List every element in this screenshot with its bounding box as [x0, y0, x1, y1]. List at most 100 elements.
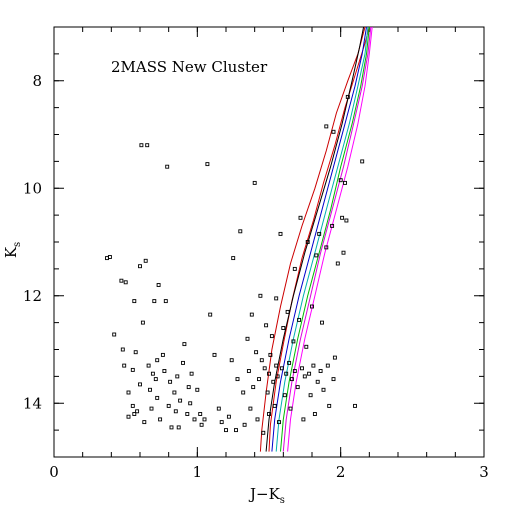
data-point	[142, 420, 147, 425]
data-point	[163, 299, 168, 304]
data-point	[153, 377, 158, 382]
data-point	[148, 387, 152, 392]
data-point	[242, 422, 247, 427]
data-point	[331, 129, 336, 134]
isochrone-line	[268, 27, 370, 452]
axis-ticks	[53, 26, 485, 458]
data-point	[234, 428, 238, 433]
data-point	[135, 409, 140, 414]
data-point	[126, 390, 131, 395]
data-point	[343, 180, 347, 185]
data-point	[265, 390, 270, 395]
isochrone-line	[271, 27, 367, 452]
data-point	[287, 360, 292, 365]
data-point	[360, 159, 365, 164]
data-point	[130, 367, 135, 372]
data-point	[320, 320, 324, 325]
x-tick-label: 3	[479, 463, 489, 481]
data-point	[254, 350, 259, 355]
data-point	[165, 164, 170, 169]
data-point	[310, 304, 314, 309]
data-point	[130, 403, 135, 408]
data-point	[123, 280, 128, 285]
y-tick-label: 14	[23, 394, 42, 412]
data-point	[238, 229, 243, 234]
data-point	[307, 371, 312, 376]
data-point	[156, 283, 161, 287]
data-point	[281, 326, 286, 330]
data-point	[331, 377, 336, 382]
data-point	[312, 412, 317, 416]
data-point	[175, 374, 180, 379]
data-point	[249, 312, 254, 317]
data-point	[301, 417, 306, 422]
data-point	[246, 369, 251, 373]
data-point	[274, 296, 279, 301]
x-tick-label: 2	[336, 463, 346, 481]
data-point	[275, 374, 280, 379]
data-point	[289, 377, 294, 382]
isochrone-line	[280, 27, 370, 452]
data-point	[120, 347, 125, 352]
data-point	[288, 406, 293, 411]
data-point	[189, 371, 194, 376]
data-point	[314, 253, 319, 258]
data-point	[205, 162, 210, 167]
data-point	[353, 403, 357, 408]
data-point	[119, 278, 124, 283]
star-points	[105, 94, 365, 435]
data-point	[198, 412, 203, 416]
data-point	[261, 430, 266, 435]
data-point	[278, 231, 283, 236]
data-point	[305, 240, 310, 244]
data-point	[133, 350, 138, 355]
data-point	[264, 323, 269, 328]
data-point	[145, 143, 150, 148]
data-point	[132, 412, 137, 416]
data-point	[235, 377, 240, 382]
data-point	[277, 420, 281, 425]
data-point	[344, 218, 349, 223]
y-tick-label: 10	[23, 179, 42, 197]
y-axis-label-subscript: s	[12, 242, 23, 247]
data-point	[272, 403, 277, 408]
data-point	[166, 403, 171, 408]
data-point	[160, 352, 165, 357]
data-point	[122, 363, 127, 368]
isochrone-line	[265, 27, 365, 452]
data-point	[292, 266, 297, 271]
y-tick-label: 8	[32, 72, 42, 90]
x-tick-label: 0	[49, 463, 59, 481]
data-point	[192, 417, 197, 422]
data-point	[188, 401, 193, 406]
data-point	[327, 403, 332, 408]
data-point	[259, 358, 264, 363]
data-point	[341, 250, 346, 255]
data-point	[285, 309, 290, 314]
data-point	[182, 342, 187, 347]
data-point	[162, 369, 167, 373]
data-point	[169, 425, 174, 430]
x-axis-label-subscript: s	[280, 495, 285, 506]
data-point	[267, 371, 271, 376]
x-axis-label-main: J−K	[248, 485, 281, 503]
data-point	[152, 299, 157, 304]
data-point	[158, 417, 163, 422]
isochrone-line	[282, 27, 372, 452]
data-point	[257, 377, 261, 382]
data-point	[295, 385, 300, 390]
data-point	[149, 406, 154, 411]
data-point	[150, 371, 155, 376]
data-point	[224, 428, 228, 433]
data-point	[251, 385, 256, 390]
data-point	[317, 231, 322, 236]
data-point	[132, 299, 137, 304]
data-point	[172, 390, 177, 395]
y-tick-label: 12	[23, 287, 42, 305]
data-point	[112, 332, 117, 337]
data-point	[335, 261, 340, 266]
isochrone-line	[275, 27, 369, 452]
data-point	[267, 412, 271, 416]
